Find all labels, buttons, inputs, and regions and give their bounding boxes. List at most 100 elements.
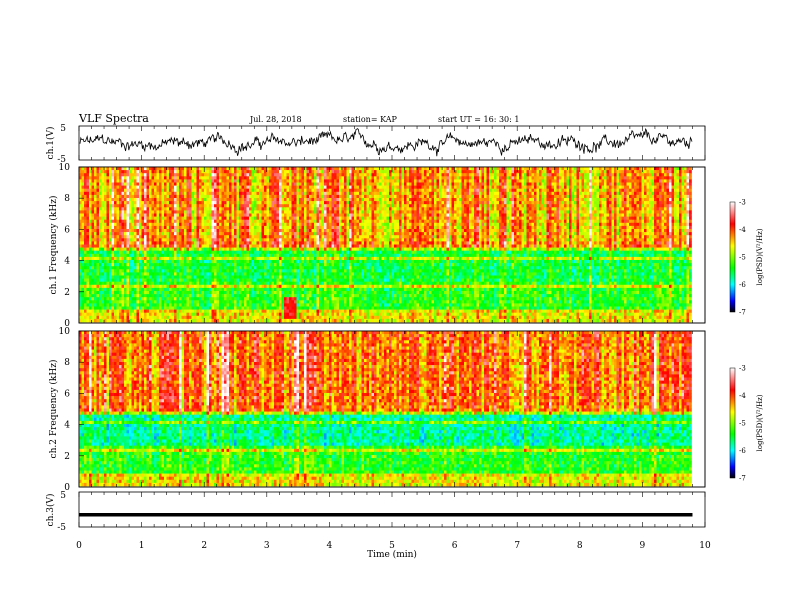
spectrogram-cell [667,167,670,170]
spectrogram-cell [684,176,687,179]
spectrogram-cell [477,173,480,176]
spectrogram-cell [267,179,270,182]
spectrogram-cell [344,170,347,173]
spectrogram-cell [324,183,327,186]
spectrogram-cell [644,167,647,170]
spectrogram-cell [227,183,230,186]
spectrogram-cell [207,173,210,176]
spectrogram-cell [539,167,542,170]
spectrogram-cell [387,179,390,182]
spectrogram-cell [519,183,522,186]
spectrogram-cell [222,167,225,170]
spectrogram-cell [172,179,175,182]
spectrogram-cell [317,186,320,189]
spectrogram-cell [184,186,187,189]
spectrogram-cell [537,170,540,173]
spectrogram-cell [379,179,382,182]
spectrogram-cell [424,173,427,176]
spectrogram-cell [609,173,612,176]
spectrogram-cell [347,173,350,176]
spectrogram-cell [132,173,135,176]
spectrogram-cell [194,186,197,189]
spectrogram-cell [174,186,177,189]
spectrogram-cell [137,179,140,182]
spectrogram-cell [429,170,432,173]
spectrogram-cell [424,179,427,182]
spectrogram-cell [457,173,460,176]
spectrogram-cell [79,176,82,179]
ch1-waveform-frame [79,126,705,160]
spectrogram-cell [134,183,137,186]
spectrogram-cell [497,183,500,186]
spectrogram-cell [122,173,125,176]
spectrogram-cell [192,176,195,179]
spectrogram-cell [339,173,342,176]
spectrogram-cell [124,186,127,189]
spectrogram-cell [79,183,82,186]
spectrogram-cell [657,176,660,179]
spectrogram-cell [532,183,535,186]
spectrogram-cell [419,170,422,173]
spectrogram-cell [514,167,517,170]
spectrogram-cell [662,167,665,170]
spectrogram-cell [669,173,672,176]
spectrogram-cell [359,179,362,182]
spectrogram-cell [537,167,540,170]
spectrogram-cell [524,170,527,173]
spectrogram-cell [302,179,305,182]
spectrogram-cell [597,183,600,186]
spectrogram-cell [259,179,262,182]
spectrogram-cell [362,186,365,189]
spectrogram-cell [594,167,597,170]
spectrogram-cell [434,167,437,170]
spectrogram-cell [114,173,117,176]
spectrogram-cell [134,186,137,189]
spectrogram-cell [374,170,377,173]
spectrogram-cell [219,167,222,170]
figure-title: VLF Spectra [78,112,149,125]
spectrogram-cell [559,167,562,170]
spectrogram-cell [172,170,175,173]
spectrogram-cell [262,179,265,182]
spectrogram-cell [412,183,415,186]
spectrogram-cell [274,176,277,179]
spectrogram-cell [259,167,262,170]
spectrogram-cell [394,167,397,170]
spectrogram-cell [449,179,452,182]
spectrogram-cell [114,179,117,182]
spectrogram-cell [597,167,600,170]
spectrogram-cell [654,167,657,170]
spectrogram-cell [172,167,175,170]
spectrogram-cell [642,176,645,179]
spectrogram-cell [499,179,502,182]
spectrogram-cell [682,176,685,179]
spectrogram-cell [239,176,242,179]
spectrogram-cell [527,167,530,170]
spectrogram-cell [497,173,500,176]
spectrogram-cell [394,170,397,173]
spectrogram-cell [662,179,665,182]
spectrogram-cell [327,176,330,179]
spectrogram-cell [567,179,570,182]
spectrogram-cell [209,170,212,173]
spectrogram-cell [669,170,672,173]
spectrogram-cell [677,167,680,170]
spectrogram-cell [272,186,275,189]
spectrogram-cell [137,167,140,170]
spectrogram-cell [239,170,242,173]
spectrogram-cell [159,173,162,176]
spectrogram-cell [347,179,350,182]
spectrogram-cell [444,167,447,170]
spectrogram-cell [244,183,247,186]
spectrogram-cell [192,170,195,173]
spectrogram-cell [479,173,482,176]
spectrogram-cell [112,186,115,189]
spectrogram-cell [317,179,320,182]
spectrogram-cell [512,167,515,170]
spectrogram-cell [479,176,482,179]
spectrogram-cell [454,176,457,179]
spectrogram-cell [89,170,92,173]
spectrogram-cell [142,167,145,170]
spectrogram-cell [342,170,345,173]
spectrogram-cell [349,183,352,186]
